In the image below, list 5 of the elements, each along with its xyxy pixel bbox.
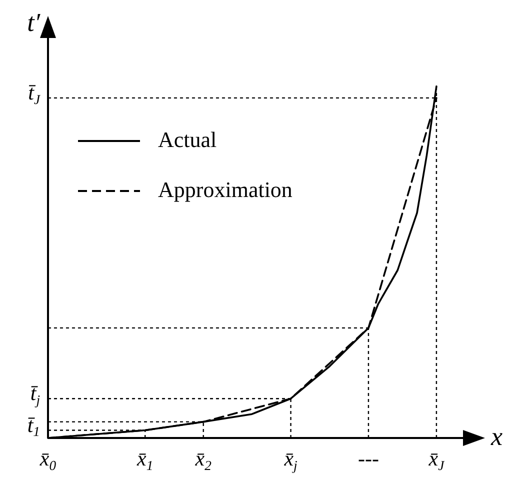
- y-axis-title: t′: [27, 8, 40, 37]
- x-tick-label: ---: [358, 446, 379, 471]
- legend-label: Actual: [158, 126, 217, 152]
- x-axis-title: x: [490, 422, 503, 451]
- legend-label: Approximation: [158, 176, 292, 202]
